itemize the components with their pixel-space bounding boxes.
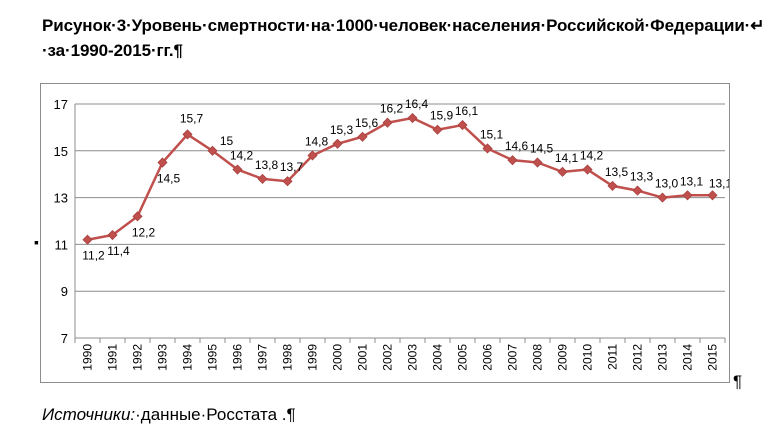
data-point-marker xyxy=(582,164,593,175)
data-point-marker xyxy=(82,234,93,245)
x-tick-label: 2006 xyxy=(481,344,495,371)
chart-frame: 7 9 11 13 15 17 1990 1991 1992 1993 1994 1995 1996 19… xyxy=(40,83,730,383)
data-label: 15,7 xyxy=(180,111,204,125)
data-point-marker xyxy=(482,143,493,154)
data-point-marker xyxy=(257,173,268,184)
x-tick-label: 1992 xyxy=(131,344,145,371)
y-tick-label: 9 xyxy=(61,284,68,299)
data-label: 16,4 xyxy=(405,97,429,111)
x-tick-label: 2004 xyxy=(431,344,445,371)
x-tick-label: 2012 xyxy=(631,344,645,371)
data-label: 15 xyxy=(220,134,234,148)
data-point-marker xyxy=(657,192,668,203)
data-point-marker xyxy=(332,138,343,149)
series-line xyxy=(87,116,713,241)
data-label: 12,2 xyxy=(132,225,156,239)
x-tick-label: 2007 xyxy=(506,344,520,371)
data-point-marker xyxy=(407,112,418,124)
x-tick-label: 2010 xyxy=(581,344,595,371)
x-tick-label: 1990 xyxy=(81,344,95,371)
data-point-marker xyxy=(307,150,318,161)
data-point-marker xyxy=(132,211,143,222)
data-point-marker xyxy=(707,190,718,201)
x-tick-label: 2015 xyxy=(706,344,720,371)
caption-line-2: ·за·1990-2015·гг.¶ xyxy=(42,41,183,60)
data-label: 13,1 xyxy=(709,176,729,190)
data-label: 15,9 xyxy=(430,109,454,123)
x-tick-label: 2002 xyxy=(381,344,395,371)
data-point-marker xyxy=(507,155,518,166)
data-label: 14,5 xyxy=(157,172,181,186)
x-tick-label: 1993 xyxy=(156,344,170,371)
y-tick-label: 7 xyxy=(61,331,68,346)
data-point-marker xyxy=(532,157,543,168)
caption-line-1: Рисунок·3·Уровень·смертности·на·1000·чел… xyxy=(42,16,765,35)
paragraph-mark: ▪ xyxy=(34,234,39,250)
x-tick-label: 1996 xyxy=(231,344,245,371)
data-label: 13,5 xyxy=(605,165,629,179)
data-label: 16,2 xyxy=(380,102,404,116)
source-label: Источники: xyxy=(42,405,136,424)
y-tick-label: 11 xyxy=(55,237,69,252)
x-tick-label: 1991 xyxy=(106,344,120,371)
data-point-marker xyxy=(107,229,118,241)
data-label: 13,1 xyxy=(680,174,704,188)
data-label: 14,8 xyxy=(305,134,329,148)
y-tick-label: 17 xyxy=(54,97,68,112)
data-point-marker xyxy=(357,131,368,142)
data-label: 14,1 xyxy=(555,151,579,165)
data-label: 14,2 xyxy=(580,149,604,163)
source-text: ·данные·Росстата .¶ xyxy=(135,405,296,424)
source-note: Источники:·данные·Росстата .¶ xyxy=(42,405,296,425)
x-tick-label: 2013 xyxy=(656,344,670,371)
data-label: 14,5 xyxy=(530,142,554,156)
data-point-marker xyxy=(232,164,243,175)
x-tick-label: 1997 xyxy=(256,344,270,371)
x-tick-label: 2000 xyxy=(331,344,345,371)
data-point-marker xyxy=(282,176,293,187)
data-point-marker xyxy=(607,180,618,191)
data-label: 15,3 xyxy=(330,123,354,137)
data-label: 14,2 xyxy=(230,149,254,163)
x-tick-label: 2014 xyxy=(681,344,695,371)
data-point-marker xyxy=(682,190,693,201)
x-tick-label: 1995 xyxy=(206,344,220,371)
data-point-marker xyxy=(207,145,218,156)
data-point-marker xyxy=(182,129,193,140)
x-tick-label: 2001 xyxy=(356,344,370,371)
data-point-marker xyxy=(557,166,568,177)
x-tick-label: 2003 xyxy=(406,344,420,371)
data-point-marker xyxy=(457,119,468,131)
data-label: 15,6 xyxy=(355,116,379,130)
x-tick-label: 1994 xyxy=(181,344,195,371)
data-point-marker xyxy=(432,124,443,135)
x-tick-label: 2005 xyxy=(456,344,470,371)
data-label: 13,7 xyxy=(280,160,304,174)
y-tick-label: 15 xyxy=(54,144,68,159)
y-tick-label: 13 xyxy=(54,191,68,206)
mortality-line-chart: 7 9 11 13 15 17 1990 1991 1992 1993 1994 1995 1996 19… xyxy=(54,97,729,371)
x-tick-label: 1999 xyxy=(306,344,320,371)
x-tick-label: 1998 xyxy=(281,344,295,371)
data-label: 16,1 xyxy=(455,104,479,118)
data-point-marker xyxy=(632,185,643,196)
data-label: 13,8 xyxy=(255,158,279,172)
x-tick-label: 2011 xyxy=(606,344,620,370)
data-label: 13,3 xyxy=(630,170,654,184)
data-label: 11,4 xyxy=(107,244,130,258)
pilcrow-mark: ¶ xyxy=(733,372,743,391)
data-point-marker xyxy=(157,157,168,168)
data-label: 13,0 xyxy=(655,177,679,191)
figure-caption: Рисунок·3·Уровень·смертности·на·1000·чел… xyxy=(42,13,765,63)
data-label: 11,2 xyxy=(82,249,105,263)
x-tick-label: 2009 xyxy=(556,344,570,371)
data-point-marker xyxy=(382,117,393,128)
data-label: 14,6 xyxy=(505,139,529,153)
x-tick-label: 2008 xyxy=(531,344,545,371)
data-label: 15,1 xyxy=(480,127,504,141)
